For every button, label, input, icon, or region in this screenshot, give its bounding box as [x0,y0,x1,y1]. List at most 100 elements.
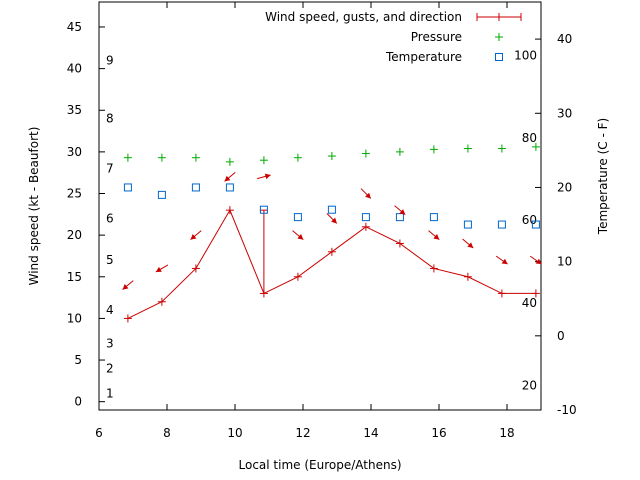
temperature-point [191,183,200,192]
pressure-point [225,157,234,166]
legend-symbol [495,33,503,41]
y-tick-label: 0 [74,395,82,409]
wind-speed-point [327,247,336,256]
pressure-point [327,152,336,161]
fahrenheit-label: 60 [522,213,537,227]
temperature-point [327,205,336,214]
y2-tick-label: 30 [557,106,572,120]
beaufort-label: 4 [106,303,114,317]
temperature-point [395,213,404,222]
y-tick-label: 10 [67,311,82,325]
x-axis-ticks: 6 8 10 12 14 16 18 [95,2,515,440]
pressure-point [157,153,166,162]
beaufort-label: 6 [106,211,114,225]
legend-symbol [495,53,503,61]
beaufort-label: 2 [106,361,114,375]
wind-speed-point [361,222,370,231]
beaufort-label: 9 [106,53,114,67]
pressure-point [395,147,404,156]
beaufort-scale-labels: 1 2 3 4 5 6 7 8 9 [106,53,114,400]
x-tick-label: 10 [227,426,242,440]
legend-label: Wind speed, gusts, and direction [265,10,462,24]
wind-speed-point [429,264,438,273]
y2-tick-label: 0 [557,329,565,343]
temperature-point [225,183,234,192]
y-tick-label: 35 [67,103,82,117]
y-tick-label: 25 [67,187,82,201]
wind-direction-arrow [122,280,134,290]
wind-speed-point [293,272,302,281]
y-tick-label: 5 [74,353,82,367]
beaufort-label: 5 [106,253,114,267]
y2-axis-ticks: -10 0 10 20 30 40 [535,32,577,417]
wind-direction-arrow [155,264,169,273]
wind-direction-arrow [394,205,406,216]
beaufort-label: 8 [106,112,114,126]
wind-direction-arrows [122,171,542,290]
fahrenheit-scale-labels: 20 40 60 80 100 [514,48,537,392]
wind-direction-arrow [190,230,202,241]
x-tick-label: 8 [163,426,171,440]
wind-direction-arrow [462,238,474,249]
fahrenheit-label: 40 [522,296,537,310]
y-tick-label: 30 [67,145,82,159]
y-axis-ticks: 0 5 10 15 20 25 30 35 40 45 [67,20,105,409]
legend-label: Pressure [411,30,462,44]
wind-speed-point [123,314,132,323]
pressure-point [293,153,302,162]
beaufort-label: 7 [106,162,114,176]
wind-direction-arrow [529,255,542,265]
x-tick-label: 6 [95,426,103,440]
pressure-point [191,153,200,162]
wind-speed-point [395,239,404,248]
legend-symbol [476,13,522,21]
wind-direction-arrow [428,230,440,241]
y2-axis-title: Temperature (C - F) [596,118,610,235]
pressure-point [259,156,268,165]
x-axis-title: Local time (Europe/Athens) [239,458,402,472]
y-tick-label: 45 [67,20,82,34]
pressure-point [463,144,472,153]
chart-legend: Wind speed, gusts, and direction Pressure… [265,10,522,64]
x-tick-label: 12 [295,426,310,440]
plot-frame [98,1,542,411]
y-tick-label: 40 [67,62,82,76]
temperature-point [259,205,268,214]
beaufort-label: 1 [106,386,114,400]
legend-label: Temperature [385,50,462,64]
pressure-point [123,153,132,162]
y-axis-title: Wind speed (kt - Beaufort) [27,127,41,286]
temperature-point [123,183,132,192]
y2-tick-label: -10 [557,403,577,417]
temperature-point [463,220,472,229]
wind-direction-arrow [326,213,338,224]
wind-speed-point [497,289,506,298]
wind-speed-point [157,297,166,306]
wind-direction-arrow [495,255,508,265]
pressure-point [497,144,506,153]
wind-direction-arrow [257,173,271,180]
temperature-point [497,220,506,229]
x-tick-label: 16 [431,426,446,440]
pressure-point [361,149,370,158]
y2-tick-label: 40 [557,32,572,46]
fahrenheit-label: 80 [522,131,537,145]
temperature-point [361,213,370,222]
y-tick-label: 15 [67,270,82,284]
pressure-point [429,145,438,154]
x-tick-label: 18 [499,426,514,440]
x-tick-label: 14 [363,426,378,440]
wind-direction-arrow [360,188,372,199]
y2-tick-label: 10 [557,255,572,269]
fahrenheit-label: 20 [522,379,537,393]
pressure-point [531,142,540,151]
temperature-point [293,213,302,222]
beaufort-label: 3 [106,336,114,350]
wind-speed-point [531,289,540,298]
temperature-point [157,190,166,199]
fahrenheit-label: 100 [514,48,537,62]
wind-direction-arrow [292,230,304,241]
wind-speed-point [463,272,472,281]
temperature-point [429,213,438,222]
